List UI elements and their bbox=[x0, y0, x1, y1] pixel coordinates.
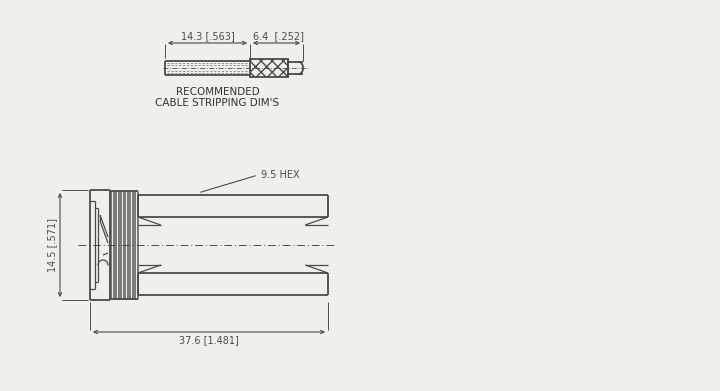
Text: CABLE STRIPPING DIM'S: CABLE STRIPPING DIM'S bbox=[156, 98, 279, 108]
Text: 6.4  [.252]: 6.4 [.252] bbox=[253, 31, 304, 41]
Text: RECOMMENDED: RECOMMENDED bbox=[176, 87, 259, 97]
Bar bbox=[250, 59, 288, 77]
Bar bbox=[250, 59, 288, 77]
Text: 14.3 [.563]: 14.3 [.563] bbox=[181, 31, 235, 41]
Text: 14.5 [.571]: 14.5 [.571] bbox=[47, 218, 57, 272]
Text: 37.6 [1.481]: 37.6 [1.481] bbox=[179, 335, 239, 345]
Text: 9.5 HEX: 9.5 HEX bbox=[261, 170, 300, 180]
